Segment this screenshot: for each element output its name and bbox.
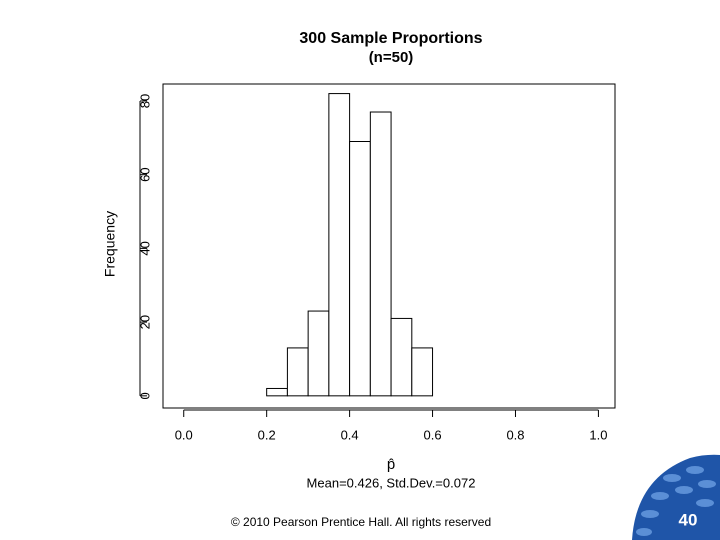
x-tick-label: 0.6	[424, 427, 442, 442]
bar	[349, 141, 371, 397]
x-axis-label: p̂	[387, 456, 395, 473]
chart-subtitle: (n=50)	[369, 49, 414, 66]
footer: © 2010 Pearson Prentice Hall. All rights…	[231, 515, 491, 529]
bar	[307, 310, 330, 397]
bar	[286, 347, 309, 397]
y-tick-label: 80	[137, 94, 152, 108]
bar	[390, 317, 413, 397]
bar	[266, 387, 288, 397]
page-number: 40	[679, 510, 698, 529]
stats-note: Mean=0.426, Std.Dev.=0.072	[307, 475, 476, 490]
y-tick-label: 60	[137, 167, 152, 181]
y-tick-label: 20	[137, 315, 152, 329]
bar	[369, 111, 392, 397]
x-tick-label: 0.4	[341, 427, 359, 442]
bar	[328, 93, 351, 397]
y-tick-label: 40	[137, 241, 152, 255]
x-tick-label: 0.2	[258, 427, 276, 442]
y-axis-label: Frequency	[102, 211, 118, 277]
plot-box	[162, 83, 616, 409]
y-tick-label: 0	[137, 392, 152, 399]
chart-title: 300 Sample Proportions	[299, 30, 482, 47]
logo	[632, 454, 720, 540]
x-tick-label: 0.8	[506, 427, 524, 442]
x-tick-label: 1.0	[589, 427, 607, 442]
x-tick-label: 0.0	[175, 427, 193, 442]
bar	[411, 347, 434, 397]
